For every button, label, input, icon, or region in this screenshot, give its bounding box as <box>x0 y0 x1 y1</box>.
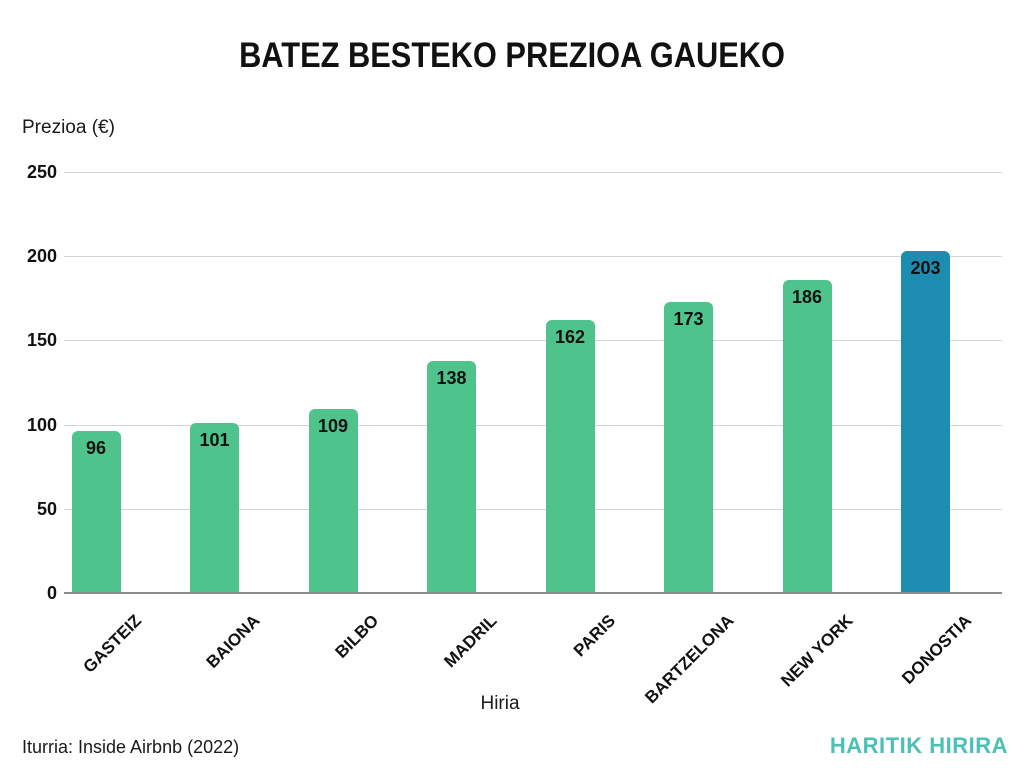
bar-bilbo: 109 <box>308 409 358 592</box>
y-tick-label: 250 <box>26 162 57 182</box>
x-axis-baseline <box>64 592 1002 594</box>
brand-logo: HARITIK HIRIRA <box>829 733 1008 758</box>
bar-value-label: 138 <box>436 367 467 388</box>
x-category-label: BAIONA <box>203 611 264 672</box>
bar-value-label: 203 <box>910 258 941 279</box>
bar-madril: 138 <box>427 360 476 592</box>
gridline <box>64 508 1002 510</box>
y-tick-label: 100 <box>26 414 57 435</box>
x-category-label: NEW YORK <box>777 611 857 691</box>
x-category-label: PARIS <box>570 611 620 661</box>
bar-gasteiz: 96 <box>71 431 121 592</box>
source-note: Iturria: Inside Airbnb (2022) <box>22 737 240 757</box>
gridline <box>64 424 1002 426</box>
bar-bartzelona: 173 <box>664 301 713 592</box>
gridline <box>64 172 1002 173</box>
x-axis-title: Hiria <box>480 693 520 714</box>
bar-paris: 162 <box>545 320 595 592</box>
y-tick-label: 200 <box>26 246 57 267</box>
y-tick-label: 50 <box>36 498 57 519</box>
y-tick-label: 150 <box>26 330 57 351</box>
bar-value-label: 162 <box>554 327 586 348</box>
bar-value-label: 186 <box>791 286 823 307</box>
gridline <box>64 256 1002 258</box>
page-title: BATEZ BESTEKO PREZIOA GAUEKO <box>239 36 785 75</box>
bar-donostia: 203 <box>901 251 950 592</box>
bar-value-label: 173 <box>673 308 704 329</box>
x-category-label: MADRIL <box>440 611 501 672</box>
y-axis-title: Prezioa (€) <box>22 117 115 138</box>
bar-baiona: 101 <box>190 422 239 592</box>
x-category-label: BILBO <box>331 611 383 662</box>
bar-value-label: 96 <box>85 438 107 459</box>
bar-value-label: 101 <box>199 429 230 450</box>
gridline <box>64 340 1002 342</box>
y-tick-label: 0 <box>46 583 57 603</box>
x-category-label: DONOSTIA <box>898 611 975 688</box>
x-category-label: GASTEIZ <box>79 611 146 677</box>
bar-new-york: 186 <box>782 279 832 592</box>
bar-value-label: 109 <box>317 416 349 437</box>
